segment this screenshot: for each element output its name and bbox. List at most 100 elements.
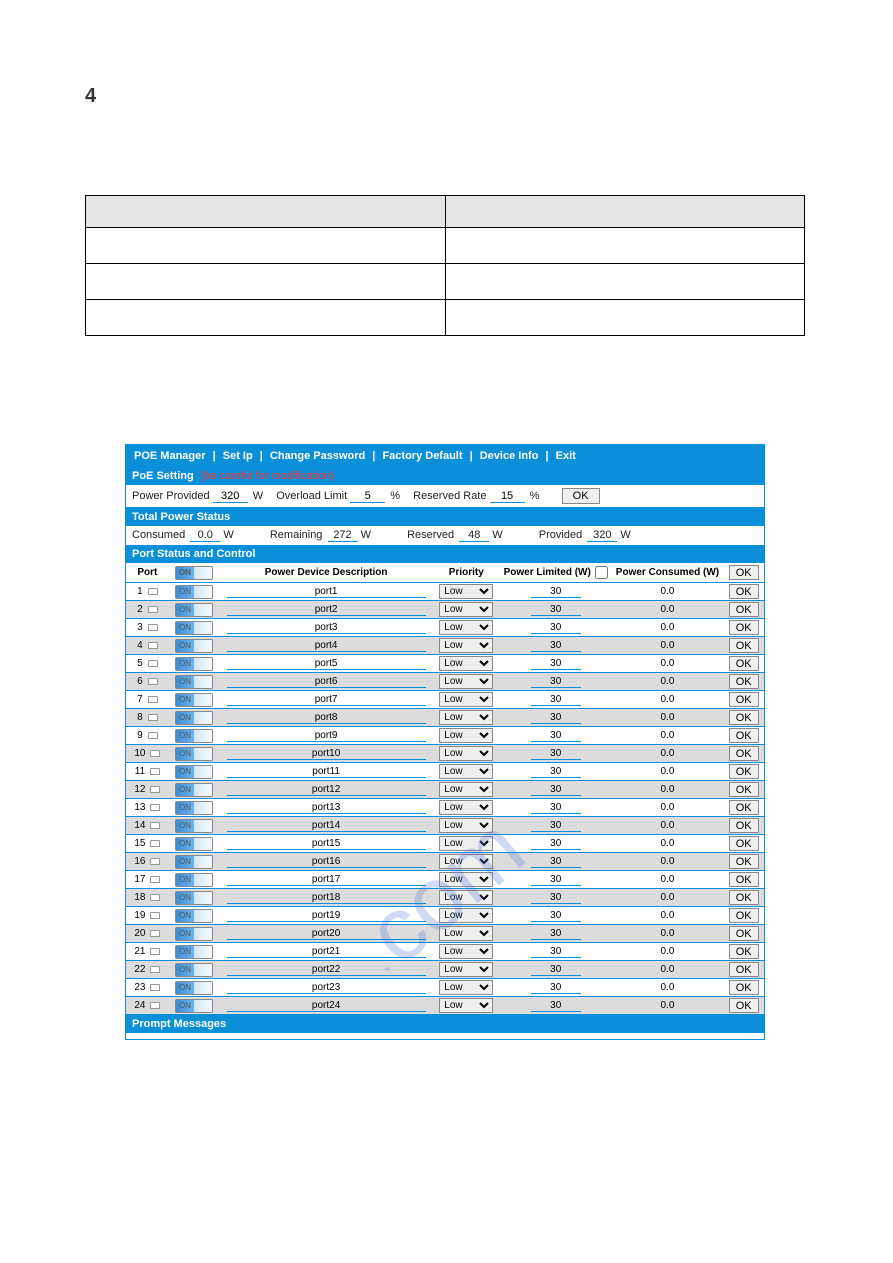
port-desc-input[interactable] — [227, 712, 426, 724]
port-on-toggle[interactable]: ON — [175, 819, 213, 833]
port-desc-input[interactable] — [227, 838, 426, 850]
port-ok-button[interactable]: OK — [729, 710, 759, 725]
port-priority-select[interactable]: LowHighCritical — [439, 638, 493, 653]
input-overload-limit[interactable] — [350, 490, 385, 503]
port-ok-button[interactable]: OK — [729, 764, 759, 779]
port-desc-input[interactable] — [227, 748, 426, 760]
port-ok-button[interactable]: OK — [729, 800, 759, 815]
port-priority-select[interactable]: LowHighCritical — [439, 656, 493, 671]
port-desc-input[interactable] — [227, 856, 426, 868]
port-on-toggle[interactable]: ON — [175, 675, 213, 689]
nav-item[interactable]: POE Manager — [134, 450, 206, 462]
port-priority-select[interactable]: LowHighCritical — [439, 710, 493, 725]
port-ok-button[interactable]: OK — [729, 890, 759, 905]
port-limit-input[interactable] — [531, 982, 581, 994]
port-priority-select[interactable]: LowHighCritical — [439, 692, 493, 707]
port-limit-input[interactable] — [531, 784, 581, 796]
port-ok-button[interactable]: OK — [729, 728, 759, 743]
port-on-toggle[interactable]: ON — [175, 927, 213, 941]
nav-item[interactable]: Factory Default — [382, 450, 462, 462]
port-priority-select[interactable]: LowHighCritical — [439, 584, 493, 599]
port-on-toggle[interactable]: ON — [175, 621, 213, 635]
port-desc-input[interactable] — [227, 892, 426, 904]
port-on-toggle[interactable]: ON — [175, 765, 213, 779]
port-ok-button[interactable]: OK — [729, 854, 759, 869]
port-ok-button[interactable]: OK — [729, 656, 759, 671]
input-reserved-rate[interactable] — [490, 490, 525, 503]
port-limit-input[interactable] — [531, 838, 581, 850]
port-desc-input[interactable] — [227, 1000, 426, 1012]
port-priority-select[interactable]: LowHighCritical — [439, 998, 493, 1013]
port-ok-button[interactable]: OK — [729, 584, 759, 599]
port-ok-button[interactable]: OK — [729, 746, 759, 761]
port-ok-button[interactable]: OK — [729, 818, 759, 833]
port-priority-select[interactable]: LowHighCritical — [439, 674, 493, 689]
port-on-toggle[interactable]: ON — [175, 801, 213, 815]
port-on-toggle[interactable]: ON — [175, 963, 213, 977]
input-power-provided[interactable] — [213, 490, 248, 503]
port-desc-input[interactable] — [227, 820, 426, 832]
port-priority-select[interactable]: LowHighCritical — [439, 890, 493, 905]
port-priority-select[interactable]: LowHighCritical — [439, 818, 493, 833]
port-ok-button[interactable]: OK — [729, 638, 759, 653]
port-limit-input[interactable] — [531, 1000, 581, 1012]
port-ok-button[interactable]: OK — [729, 908, 759, 923]
port-desc-input[interactable] — [227, 946, 426, 958]
port-limit-input[interactable] — [531, 946, 581, 958]
port-desc-input[interactable] — [227, 928, 426, 940]
port-ok-button[interactable]: OK — [729, 620, 759, 635]
header-ok-button[interactable]: OK — [729, 565, 759, 580]
nav-item[interactable]: Exit — [556, 450, 576, 462]
settings-ok-button[interactable]: OK — [562, 488, 600, 504]
port-priority-select[interactable]: LowHighCritical — [439, 620, 493, 635]
port-limit-input[interactable] — [531, 658, 581, 670]
port-limit-input[interactable] — [531, 586, 581, 598]
port-priority-select[interactable]: LowHighCritical — [439, 908, 493, 923]
port-ok-button[interactable]: OK — [729, 602, 759, 617]
port-desc-input[interactable] — [227, 766, 426, 778]
port-ok-button[interactable]: OK — [729, 674, 759, 689]
port-on-toggle[interactable]: ON — [175, 639, 213, 653]
port-ok-button[interactable]: OK — [729, 782, 759, 797]
port-on-toggle[interactable]: ON — [175, 999, 213, 1013]
port-on-toggle[interactable]: ON — [175, 693, 213, 707]
port-desc-input[interactable] — [227, 694, 426, 706]
nav-item[interactable]: Device Info — [480, 450, 539, 462]
port-limit-input[interactable] — [531, 694, 581, 706]
port-priority-select[interactable]: LowHighCritical — [439, 926, 493, 941]
port-ok-button[interactable]: OK — [729, 998, 759, 1013]
port-limit-input[interactable] — [531, 730, 581, 742]
port-ok-button[interactable]: OK — [729, 980, 759, 995]
port-desc-input[interactable] — [227, 964, 426, 976]
port-on-toggle[interactable]: ON — [175, 783, 213, 797]
port-on-toggle[interactable]: ON — [175, 891, 213, 905]
port-desc-input[interactable] — [227, 676, 426, 688]
port-priority-select[interactable]: LowHighCritical — [439, 836, 493, 851]
port-on-toggle[interactable]: ON — [175, 873, 213, 887]
port-on-toggle[interactable]: ON — [175, 981, 213, 995]
port-desc-input[interactable] — [227, 784, 426, 796]
port-limit-input[interactable] — [531, 928, 581, 940]
port-priority-select[interactable]: LowHighCritical — [439, 962, 493, 977]
port-desc-input[interactable] — [227, 982, 426, 994]
port-limit-input[interactable] — [531, 856, 581, 868]
port-priority-select[interactable]: LowHighCritical — [439, 728, 493, 743]
port-limit-input[interactable] — [531, 820, 581, 832]
port-limit-input[interactable] — [531, 748, 581, 760]
port-priority-select[interactable]: LowHighCritical — [439, 602, 493, 617]
port-limit-input[interactable] — [531, 802, 581, 814]
port-priority-select[interactable]: LowHighCritical — [439, 746, 493, 761]
port-priority-select[interactable]: LowHighCritical — [439, 872, 493, 887]
nav-item[interactable]: Set Ip — [223, 450, 253, 462]
port-desc-input[interactable] — [227, 586, 426, 598]
port-ok-button[interactable]: OK — [729, 944, 759, 959]
port-ok-button[interactable]: OK — [729, 926, 759, 941]
port-on-toggle[interactable]: ON — [175, 729, 213, 743]
port-on-toggle[interactable]: ON — [175, 909, 213, 923]
port-desc-input[interactable] — [227, 802, 426, 814]
port-limit-input[interactable] — [531, 604, 581, 616]
port-desc-input[interactable] — [227, 910, 426, 922]
port-priority-select[interactable]: LowHighCritical — [439, 980, 493, 995]
port-limit-input[interactable] — [531, 964, 581, 976]
port-limit-input[interactable] — [531, 910, 581, 922]
